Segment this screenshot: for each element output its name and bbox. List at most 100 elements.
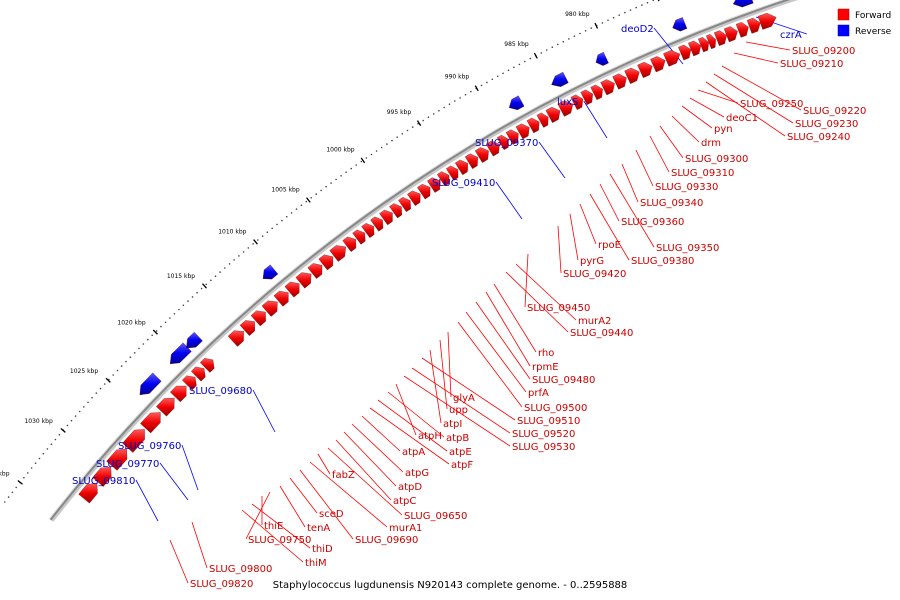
tick-label: 1000 kbp (326, 146, 354, 153)
minor-tick (228, 263, 231, 265)
forward-gene-arrow (454, 159, 468, 176)
forward-gene-arrow (637, 61, 653, 78)
backbone-line (48, 0, 784, 520)
minor-tick (11, 491, 14, 494)
forward-gene-arrow (757, 12, 777, 30)
minor-tick (432, 113, 435, 115)
forward-gene-arrow (612, 73, 627, 90)
leader-line-atph (395, 383, 417, 436)
minor-tick (380, 146, 383, 149)
gene-label-atpe: atpE (449, 447, 472, 458)
forward-gene-arrow (746, 17, 761, 34)
leader-line-slug-09480 (475, 301, 531, 380)
minor-tick (438, 109, 440, 112)
minor-tick (355, 164, 358, 166)
leader-line-slug-09770 (159, 462, 189, 501)
leader-line-slug-09530 (403, 375, 511, 447)
minor-tick (345, 171, 347, 173)
minor-tick (305, 200, 308, 203)
gene-label-slug-09820: SLUG_09820 (190, 579, 253, 590)
minor-tick (551, 46, 554, 48)
reverse-gene-arrow (595, 51, 609, 66)
legend-reverse: Reverse (837, 24, 892, 37)
minor-tick (38, 457, 41, 460)
forward-gene-arrow (398, 197, 411, 213)
legend-forward-swatch (837, 8, 850, 21)
gene-label-sced: sceD (319, 509, 344, 520)
gene-label-slug-09330: SLUG_09330 (655, 182, 718, 193)
minor-tick (406, 129, 409, 132)
minor-tick (310, 197, 313, 199)
gene-label-slug-09310: SLUG_09310 (671, 168, 734, 179)
minor-tick (601, 22, 604, 24)
forward-gene-arrow (407, 190, 421, 206)
minor-tick (281, 219, 283, 222)
minor-tick (568, 38, 570, 40)
minor-tick (391, 139, 393, 142)
gene-label-rpme: rpmE (532, 362, 559, 373)
leader-line-slug-09810 (135, 479, 159, 522)
minor-tick (46, 448, 49, 450)
minor-tick (290, 212, 293, 214)
minor-tick (375, 150, 378, 152)
minor-tick (238, 255, 240, 257)
leader-line-prfa (465, 311, 527, 393)
gene-label-atpf: atpF (451, 460, 473, 471)
tick-label: 1015 kbp (167, 273, 195, 280)
reverse-gene-arrow (139, 372, 162, 396)
minor-tick (125, 360, 127, 363)
major-tick (105, 377, 111, 383)
minor-tick (210, 279, 212, 282)
minor-tick (411, 126, 414, 128)
leader-line-pyn (681, 105, 713, 129)
minor-tick (295, 208, 298, 210)
minor-tick (330, 182, 332, 184)
leader-line-slug-09350 (609, 173, 655, 248)
gene-label-luxs: luxS (557, 97, 578, 108)
leader-line-slug-09340 (621, 163, 639, 203)
minor-tick (320, 189, 322, 192)
major-tick (202, 283, 207, 289)
minor-tick (480, 84, 483, 87)
forward-gene-arrow (122, 429, 145, 453)
minor-tick (233, 259, 235, 261)
forward-gene-arrow (650, 56, 666, 73)
forward-gene-arrow (663, 50, 681, 67)
tick-label: 1020 kbp (117, 319, 145, 326)
gene-label-thim: thiM (305, 558, 327, 569)
leader-line-slug-09520 (411, 367, 511, 434)
major-tick (306, 197, 311, 203)
gene-label-slug-09230: SLUG_09230 (795, 119, 858, 130)
map-caption: Staphylococcus lugdunensis N920143 compl… (273, 580, 628, 591)
minor-tick (224, 267, 226, 269)
minor-tick (116, 369, 119, 372)
forward-gene-arrow (446, 165, 459, 181)
minor-tick (196, 291, 198, 294)
forward-gene-arrow (227, 330, 244, 347)
gene-label-prfa: prfA (528, 388, 549, 399)
gene-label-slug-09520: SLUG_09520 (512, 429, 575, 440)
gene-label-slug-09200: SLUG_09200 (792, 46, 855, 57)
gene-label-slug-09410: SLUG_09410 (432, 178, 495, 189)
minor-tick (612, 16, 615, 19)
minor-tick (629, 9, 632, 11)
major-tick (17, 480, 23, 485)
minor-tick (138, 347, 140, 350)
forward-gene-arrow (580, 89, 593, 105)
minor-tick (646, 1, 649, 4)
legend-reverse-label: Reverse (855, 27, 892, 37)
minor-tick (42, 452, 45, 455)
leader-line-slug-09200 (745, 41, 791, 51)
forward-gene-arrow (307, 263, 323, 279)
label-layer: czrA deoD2 luxS SLUG_09370 SLUG_09410 SLUG_09… (72, 24, 866, 590)
leader-line-upp (439, 339, 448, 410)
minor-tick (50, 443, 53, 446)
leader-line-luxs (583, 100, 608, 139)
forward-gene-arrow (735, 22, 749, 38)
forward-gene-arrow (250, 310, 266, 327)
forward-gene-arrow (156, 397, 175, 417)
leader-line-rpoe (579, 203, 597, 245)
gene-label-slug-09530: SLUG_09530 (512, 442, 575, 453)
forward-gene-arrow (170, 385, 187, 403)
tick-label: 1025 kbp (70, 368, 98, 375)
